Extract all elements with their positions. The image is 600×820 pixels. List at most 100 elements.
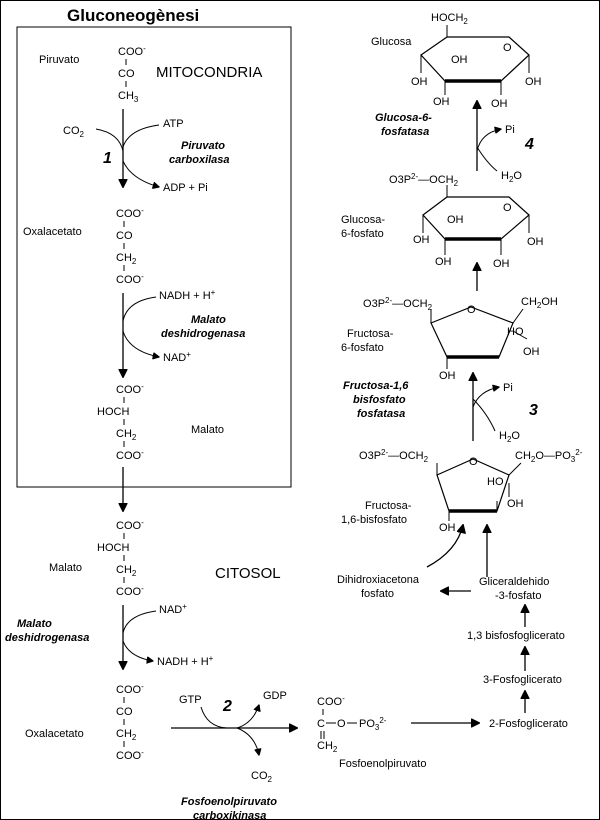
glucose-structure: O HOCH2 OH OH OH OH OH: [411, 12, 542, 110]
f6p-structure: O O3P2-—OCH2 CH2OH HO OH OH: [363, 296, 558, 382]
2-phosphoglycerate-label: 2-Fosfoglicerato: [489, 718, 568, 730]
svg-text:OH: OH: [433, 96, 450, 108]
h2o4-curve: [476, 146, 498, 172]
nad-cyto-curve: [122, 610, 157, 634]
enzyme-malate-dh-mito-2: deshidrogenasa: [161, 328, 245, 340]
pep-label: Fosfoenolpiruvato: [339, 758, 426, 770]
3-phosphoglycerate-label: 3-Fosfoglicerato: [483, 674, 562, 686]
svg-text:O: O: [467, 304, 476, 316]
svg-text:OH: OH: [411, 76, 428, 88]
svg-text:OH: OH: [523, 346, 540, 358]
svg-text:CO: CO: [118, 68, 135, 80]
enzyme-pepck-2: carboxikinasa: [193, 810, 266, 820]
f6p-label-1: Fructosa-: [347, 328, 394, 340]
svg-text:C: C: [317, 718, 325, 730]
pyruvate-structure: COO- CO CH3: [118, 44, 146, 104]
step-2-number: 2: [222, 698, 232, 715]
malate-cyto-label: Malato: [49, 562, 82, 574]
svg-text:CO: CO: [116, 706, 133, 718]
gtp-input: GTP: [179, 694, 202, 706]
h2o-4-input: H2O: [501, 170, 522, 184]
h2o-3-input: H2O: [499, 430, 520, 444]
adp-curve: [122, 160, 159, 187]
g6p-label-2: 6-fosfato: [341, 228, 384, 240]
svg-text:CH2OH: CH2OH: [521, 296, 558, 310]
svg-text:OH: OH: [447, 214, 464, 226]
svg-text:CH2: CH2: [116, 428, 137, 442]
oxaloacetate-mito-structure: COO- CO CH2 COO-: [116, 206, 144, 286]
oxaloacetate-cyto-structure: COO- CO CH2 COO-: [116, 682, 144, 762]
mitochondria-box: [16, 26, 292, 488]
dhap-to-f16bp-arrow: [426, 525, 463, 568]
svg-text:COO-: COO-: [116, 272, 144, 286]
gap-label-2: -3-fosfato: [495, 590, 541, 602]
svg-text:OH: OH: [491, 98, 508, 110]
gap-label-1: Gliceraldehido: [479, 576, 549, 588]
enzyme-pyruvate-carboxylase-2: carboxilasa: [169, 154, 230, 166]
bisphosphoglycerate-label: 1,3 bisfosfoglicerato: [467, 630, 565, 642]
diagram-title: Gluconeogènesi: [67, 6, 199, 25]
enzyme-malate-dh-cyto-1: Malato: [17, 618, 52, 630]
svg-text:HOCH2: HOCH2: [431, 12, 468, 26]
pep-structure: COO- C O PO32- CH2: [317, 694, 387, 754]
svg-text:O3P2-—OCH2: O3P2-—OCH2: [363, 296, 433, 312]
step-3-number: 3: [529, 402, 538, 419]
glucose-label: Glucosa: [371, 36, 412, 48]
svg-text:PO32-: PO32-: [359, 716, 387, 732]
nad-curve: [122, 330, 159, 357]
svg-text:COO-: COO-: [118, 44, 146, 58]
svg-text:COO-: COO-: [116, 518, 144, 532]
svg-text:O3P2-—OCH2: O3P2-—OCH2: [359, 448, 429, 464]
pi-4-output: Pi: [505, 124, 515, 136]
oxaloacetate-cyto-label: Oxalacetato: [25, 728, 84, 740]
svg-text:OH: OH: [439, 522, 456, 534]
enzyme-pepck-1: Fosfoenolpiruvato: [181, 796, 277, 808]
svg-text:CH2: CH2: [116, 728, 137, 742]
svg-text:O: O: [503, 202, 512, 214]
dhap-label-1: Dihidroxiacetona: [337, 574, 420, 586]
svg-text:O: O: [469, 456, 478, 468]
malate-mito-structure: COO- HOCH CH2 COO-: [97, 382, 144, 462]
g6p-structure: O O3P2-—OCH2 OH OH OH OH OH: [389, 172, 544, 270]
svg-text:CH2: CH2: [317, 740, 338, 754]
enzyme-malate-dh-cyto-2: deshidrogenasa: [5, 632, 89, 644]
svg-text:COO-: COO-: [116, 584, 144, 598]
dhap-label-2: fosfato: [361, 588, 394, 600]
gtp-curve: [200, 706, 228, 729]
svg-text:CO: CO: [116, 230, 133, 242]
enzyme-fbpase-1: Fructosa-1,6: [343, 380, 409, 392]
enzyme-fbpase-3: fosfatasa: [357, 408, 405, 420]
gdp-output: GDP: [263, 690, 287, 702]
pyruvate-label: Piruvato: [39, 54, 79, 66]
g6p-label-1: Glucosa-: [341, 214, 385, 226]
mitochondria-label: MITOCONDRIA: [156, 64, 262, 81]
gdp-curve: [236, 705, 259, 729]
atp-curve: [122, 124, 160, 148]
enzyme-g6pase-2: fosfatasa: [381, 126, 429, 138]
svg-text:CH2: CH2: [116, 252, 137, 266]
svg-text:HO: HO: [487, 476, 504, 488]
nadh-input: NADH + H+: [159, 288, 216, 302]
svg-text:O: O: [503, 42, 512, 54]
svg-text:CH2O—PO32-: CH2O—PO32-: [515, 448, 583, 464]
svg-text:OH: OH: [527, 236, 544, 248]
enzyme-malate-dh-mito-1: Malato: [191, 314, 226, 326]
malate-cyto-structure: COO- HOCH CH2 COO-: [97, 518, 144, 598]
co2-out-curve: [236, 727, 259, 755]
svg-text:OH: OH: [435, 256, 452, 268]
svg-text:COO-: COO-: [317, 694, 345, 708]
svg-text:HOCH: HOCH: [97, 406, 129, 418]
svg-text:COO-: COO-: [116, 682, 144, 696]
f16bp-label-2: 1,6-bisfosfato: [341, 514, 407, 526]
nadh-cyto-curve: [122, 640, 153, 661]
adp-pi-output: ADP + Pi: [163, 182, 208, 194]
enzyme-pyruvate-carboxylase-1: Piruvato: [181, 140, 225, 152]
svg-text:COO-: COO-: [116, 748, 144, 762]
step-4-number: 4: [524, 136, 534, 153]
cytosol-label: CITOSOL: [215, 565, 281, 582]
nadh-curve: [122, 296, 157, 322]
co2-output: CO2: [251, 770, 273, 784]
step-1-number: 1: [103, 150, 112, 167]
